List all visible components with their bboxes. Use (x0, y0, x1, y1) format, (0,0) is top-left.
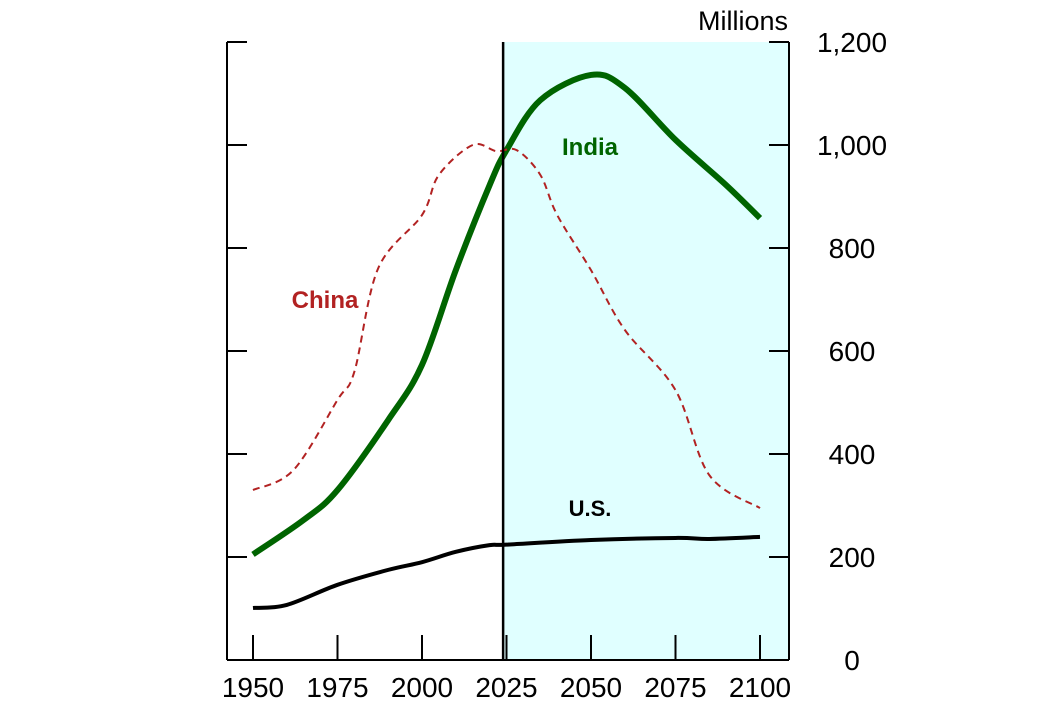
x-tick-label: 2000 (391, 672, 453, 703)
y-tick-label: 800 (829, 233, 876, 264)
axes: 0 200 400 600 800 1,000 1,200 1950 1975 2000 2025 2… (222, 27, 887, 703)
y-tick-label: 1,000 (817, 130, 887, 161)
series-line-india (251, 71, 763, 557)
unit-label: Millions (698, 6, 788, 36)
x-tick-label: 2075 (644, 672, 706, 703)
y-tick-label: 1,200 (817, 27, 887, 58)
y-tick-label: 0 (844, 645, 860, 676)
y-tick-label: 200 (829, 542, 876, 573)
series-label-us: U.S. (569, 496, 612, 521)
series-layer (251, 71, 763, 610)
x-tick-label: 2025 (475, 672, 537, 703)
x-tick-label: 2050 (560, 672, 622, 703)
series-line-china (252, 143, 761, 509)
x-tick-label: 2100 (729, 672, 791, 703)
x-tick-label: 1975 (306, 672, 368, 703)
series-label-india: India (562, 134, 619, 161)
y-tick-label: 400 (829, 439, 876, 470)
y-tick-label: 600 (829, 336, 876, 367)
x-tick-label: 1950 (222, 672, 284, 703)
projection-shade (503, 42, 789, 660)
series-line-us (252, 534, 761, 610)
series-label-china: China (292, 287, 359, 314)
